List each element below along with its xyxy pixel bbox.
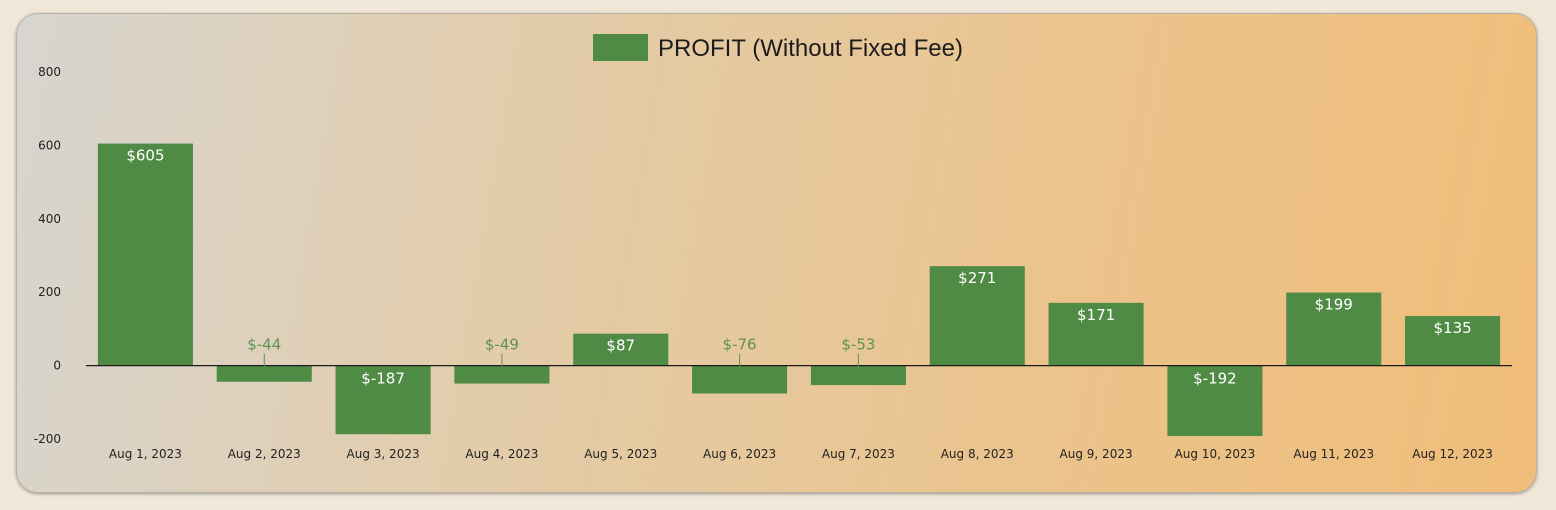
x-tick-label: Aug 7, 2023 — [822, 447, 895, 461]
x-tick-label: Aug 9, 2023 — [1060, 447, 1133, 461]
x-axis: Aug 1, 2023 Aug 2, 2023 Aug 3, 2023 Aug 4, … — [109, 447, 1493, 461]
y-tick-label: 600 — [38, 138, 61, 152]
data-label: $-49 — [485, 336, 519, 354]
y-tick-label: -200 — [34, 432, 61, 446]
data-label: $-192 — [1193, 370, 1237, 388]
data-label: $135 — [1433, 319, 1471, 337]
y-tick-label: 800 — [38, 65, 61, 79]
data-labels: $605 $-44 $-187 $-49 $87 $-76 $-53 $271 $171 $-19… — [126, 147, 1471, 388]
x-tick-label: Aug 8, 2023 — [941, 447, 1014, 461]
data-label: $-44 — [247, 336, 281, 354]
x-tick-label: Aug 4, 2023 — [465, 447, 538, 461]
chart-card: PROFIT (Without Fixed Fee) 800 600 400 200 0… — [16, 13, 1537, 493]
x-tick-label: Aug 10, 2023 — [1175, 447, 1256, 461]
y-tick-label: 400 — [38, 212, 61, 226]
bar — [1286, 292, 1382, 366]
legend-label: PROFIT (Without Fixed Fee) — [658, 35, 963, 62]
legend-swatch — [593, 34, 648, 61]
bars — [97, 143, 1501, 437]
bar — [216, 365, 312, 382]
data-label: $-76 — [723, 336, 757, 354]
x-tick-label: Aug 2, 2023 — [228, 447, 301, 461]
bar — [929, 266, 1025, 366]
x-tick-label: Aug 11, 2023 — [1293, 447, 1374, 461]
x-tick-label: Aug 1, 2023 — [109, 447, 182, 461]
bar — [810, 365, 906, 386]
data-label: $-187 — [361, 370, 405, 388]
data-label: $199 — [1315, 296, 1353, 314]
data-label: $605 — [126, 147, 164, 165]
x-tick-label: Aug 5, 2023 — [584, 447, 657, 461]
bar — [1167, 365, 1263, 437]
y-tick-label: 0 — [53, 359, 61, 373]
bar — [97, 143, 193, 366]
data-label: $-53 — [841, 336, 875, 354]
bar — [1405, 316, 1501, 366]
x-tick-label: Aug 6, 2023 — [703, 447, 776, 461]
y-tick-label: 200 — [38, 285, 61, 299]
data-label: $171 — [1077, 306, 1115, 324]
bar — [1048, 302, 1144, 366]
x-tick-label: Aug 12, 2023 — [1412, 447, 1493, 461]
bar — [454, 365, 550, 384]
profit-bar-chart: PROFIT (Without Fixed Fee) 800 600 400 200 0… — [34, 34, 1512, 461]
bar — [692, 365, 788, 394]
data-label: $87 — [606, 337, 635, 355]
data-label: $271 — [958, 269, 996, 287]
y-axis: 800 600 400 200 0 -200 — [34, 65, 61, 446]
bar — [335, 365, 431, 435]
x-tick-label: Aug 3, 2023 — [347, 447, 420, 461]
bar — [573, 333, 669, 366]
legend[interactable]: PROFIT (Without Fixed Fee) — [593, 34, 963, 62]
